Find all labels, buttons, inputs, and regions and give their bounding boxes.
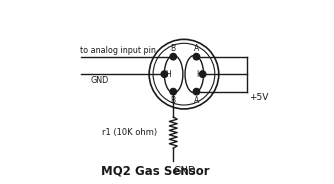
Circle shape — [199, 71, 206, 77]
Text: B: B — [171, 44, 176, 53]
Text: A: A — [194, 95, 199, 105]
Circle shape — [170, 54, 176, 60]
Text: +5V: +5V — [249, 93, 269, 102]
Text: to analog input pin: to analog input pin — [79, 46, 155, 55]
Circle shape — [193, 54, 200, 60]
Text: H: H — [165, 70, 171, 79]
Circle shape — [193, 89, 200, 95]
Text: r1 (10K ohm): r1 (10K ohm) — [102, 128, 157, 137]
Text: A: A — [194, 44, 199, 53]
Text: MQ2 Gas Sensor: MQ2 Gas Sensor — [101, 165, 210, 178]
Text: GND: GND — [173, 166, 196, 176]
Text: H: H — [196, 70, 202, 79]
Circle shape — [170, 89, 176, 95]
Circle shape — [161, 71, 168, 77]
Text: B: B — [171, 95, 176, 105]
Text: GND: GND — [90, 76, 109, 85]
